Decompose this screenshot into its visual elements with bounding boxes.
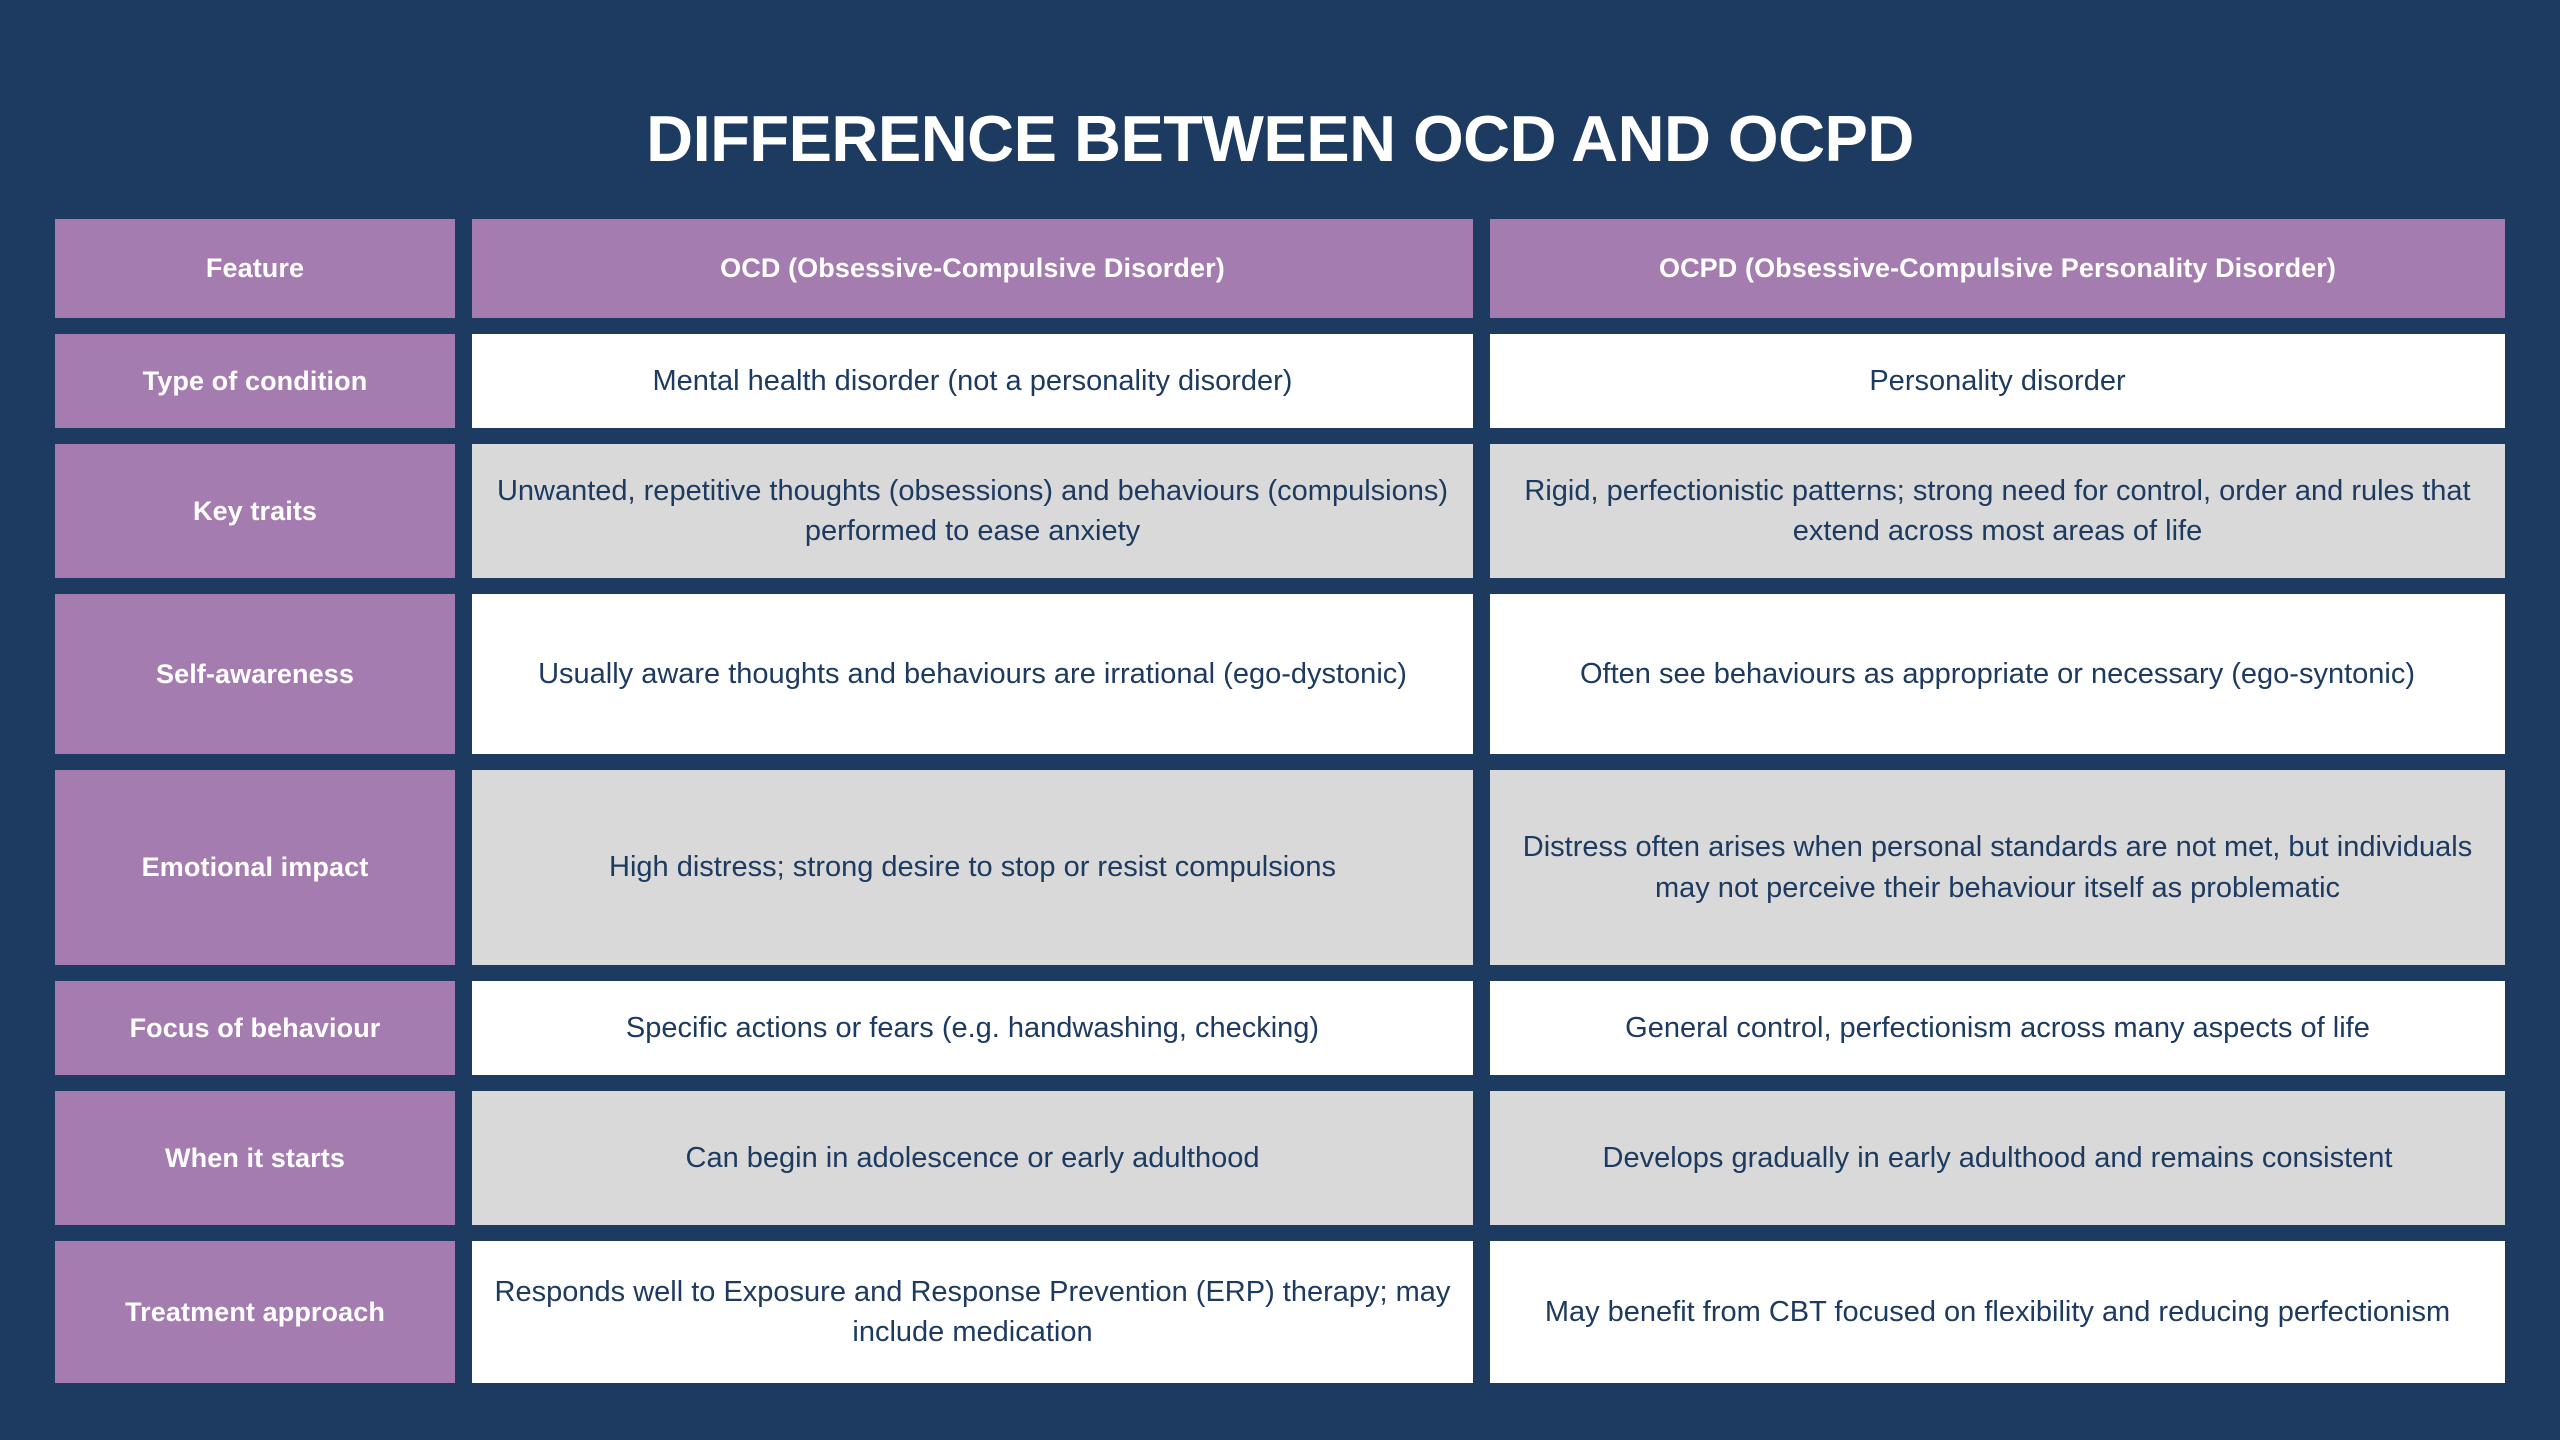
- table-row: When it starts Can begin in adolescence …: [55, 1091, 2505, 1225]
- table-row: Self-awareness Usually aware thoughts an…: [55, 594, 2505, 754]
- row-ocpd-value: General control, perfectionism across ma…: [1490, 981, 2505, 1075]
- column-header-feature-label: Feature: [205, 253, 305, 283]
- row-ocpd-value: Rigid, perfectionistic patterns; strong …: [1490, 444, 2505, 578]
- row-ocd-value: Mental health disorder (not a personalit…: [472, 334, 1473, 428]
- column-header-ocd-label: OCD (Obsessive-Compulsive Disorder): [720, 253, 1225, 283]
- column-header-ocpd: OCPD (Obsessive-Compulsive Personality D…: [1490, 219, 2505, 318]
- row-ocpd-value: Personality disorder: [1490, 334, 2505, 428]
- row-ocpd-value: Often see behaviours as appropriate or n…: [1490, 594, 2505, 754]
- row-ocpd-value: Develops gradually in early adulthood an…: [1490, 1091, 2505, 1225]
- row-feature-label: Treatment approach: [55, 1241, 455, 1383]
- page-title: DIFFERENCE BETWEEN OCD AND OCPD: [646, 101, 1914, 175]
- row-ocd-value: Can begin in adolescence or early adulth…: [472, 1091, 1473, 1225]
- row-ocd-value: High distress; strong desire to stop or …: [472, 770, 1473, 965]
- row-feature-label: Self-awareness: [55, 594, 455, 754]
- column-header-ocd: OCD (Obsessive-Compulsive Disorder): [472, 219, 1473, 318]
- comparison-table: Feature OCD (Obsessive-Compulsive Disord…: [55, 219, 2505, 1383]
- table-row: Emotional impact High distress; strong d…: [55, 770, 2505, 965]
- table-row: Type of condition Mental health disorder…: [55, 334, 2505, 428]
- row-feature-label: Key traits: [55, 444, 455, 578]
- table-row: Focus of behaviour Specific actions or f…: [55, 981, 2505, 1075]
- column-header-feature: Feature: [55, 219, 455, 318]
- row-feature-label: When it starts: [55, 1091, 455, 1225]
- row-ocd-value: Responds well to Exposure and Response P…: [472, 1241, 1473, 1383]
- column-header-ocpd-label: OCPD (Obsessive-Compulsive Personality D…: [1658, 253, 2336, 283]
- row-feature-label: Emotional impact: [55, 770, 455, 965]
- row-ocd-value: Unwanted, repetitive thoughts (obsession…: [472, 444, 1473, 578]
- table-header-row: Feature OCD (Obsessive-Compulsive Disord…: [55, 219, 2505, 318]
- table-row: Key traits Unwanted, repetitive thoughts…: [55, 444, 2505, 578]
- row-ocd-value: Specific actions or fears (e.g. handwash…: [472, 981, 1473, 1075]
- row-ocd-value: Usually aware thoughts and behaviours ar…: [472, 594, 1473, 754]
- row-ocpd-value: May benefit from CBT focused on flexibil…: [1490, 1241, 2505, 1383]
- row-ocpd-value: Distress often arises when personal stan…: [1490, 770, 2505, 965]
- table-row: Treatment approach Responds well to Expo…: [55, 1241, 2505, 1383]
- row-feature-label: Type of condition: [55, 334, 455, 428]
- row-feature-label: Focus of behaviour: [55, 981, 455, 1075]
